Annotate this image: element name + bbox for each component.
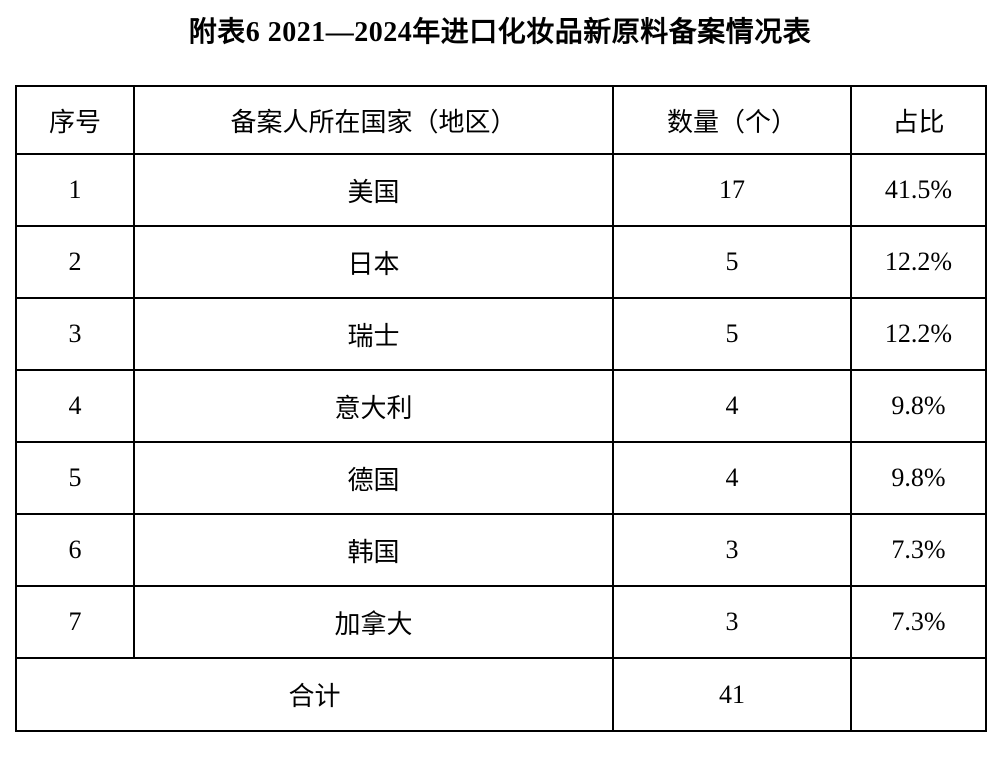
- cell-share: 12.2%: [850, 297, 987, 371]
- cell-count: 5: [612, 297, 852, 371]
- cell-share: 9.8%: [850, 369, 987, 443]
- cell-count: 4: [612, 441, 852, 515]
- filing-table: 序号 备案人所在国家（地区） 数量（个） 占比 1 美国 17 41.5% 2 …: [15, 85, 987, 732]
- table-row: 6 韩国 3 7.3%: [15, 513, 987, 587]
- cell-share: 7.3%: [850, 585, 987, 659]
- cell-count: 3: [612, 585, 852, 659]
- table-row: 7 加拿大 3 7.3%: [15, 585, 987, 659]
- cell-serial: 5: [15, 441, 135, 515]
- header-cell-country: 备案人所在国家（地区）: [133, 85, 614, 155]
- total-row: 合计 41: [15, 657, 987, 732]
- cell-count: 3: [612, 513, 852, 587]
- header-cell-count: 数量（个）: [612, 85, 852, 155]
- cell-serial: 4: [15, 369, 135, 443]
- header-cell-share: 占比: [850, 85, 987, 155]
- page-title: 附表6 2021—2024年进口化妆品新原料备案情况表: [188, 17, 812, 48]
- cell-serial: 1: [15, 153, 135, 227]
- cell-share: 41.5%: [850, 153, 987, 227]
- cell-country: 瑞士: [133, 297, 614, 371]
- cell-count: 17: [612, 153, 852, 227]
- table-row: 5 德国 4 9.8%: [15, 441, 987, 515]
- header-row: 序号 备案人所在国家（地区） 数量（个） 占比: [15, 85, 987, 155]
- cell-count: 4: [612, 369, 852, 443]
- cell-serial: 2: [15, 225, 135, 299]
- cell-count: 5: [612, 225, 852, 299]
- table-row: 2 日本 5 12.2%: [15, 225, 987, 299]
- table-row: 1 美国 17 41.5%: [15, 153, 987, 227]
- cell-country: 德国: [133, 441, 614, 515]
- table-row: 3 瑞士 5 12.2%: [15, 297, 987, 371]
- total-count: 41: [612, 657, 852, 732]
- cell-country: 韩国: [133, 513, 614, 587]
- cell-serial: 7: [15, 585, 135, 659]
- total-label: 合计: [15, 657, 614, 732]
- cell-serial: 3: [15, 297, 135, 371]
- cell-share: 12.2%: [850, 225, 987, 299]
- total-share: [850, 657, 987, 732]
- cell-country: 美国: [133, 153, 614, 227]
- cell-country: 日本: [133, 225, 614, 299]
- header-cell-serial: 序号: [15, 85, 135, 155]
- cell-country: 意大利: [133, 369, 614, 443]
- cell-share: 9.8%: [850, 441, 987, 515]
- cell-serial: 6: [15, 513, 135, 587]
- cell-share: 7.3%: [850, 513, 987, 587]
- table-row: 4 意大利 4 9.8%: [15, 369, 987, 443]
- cell-country: 加拿大: [133, 585, 614, 659]
